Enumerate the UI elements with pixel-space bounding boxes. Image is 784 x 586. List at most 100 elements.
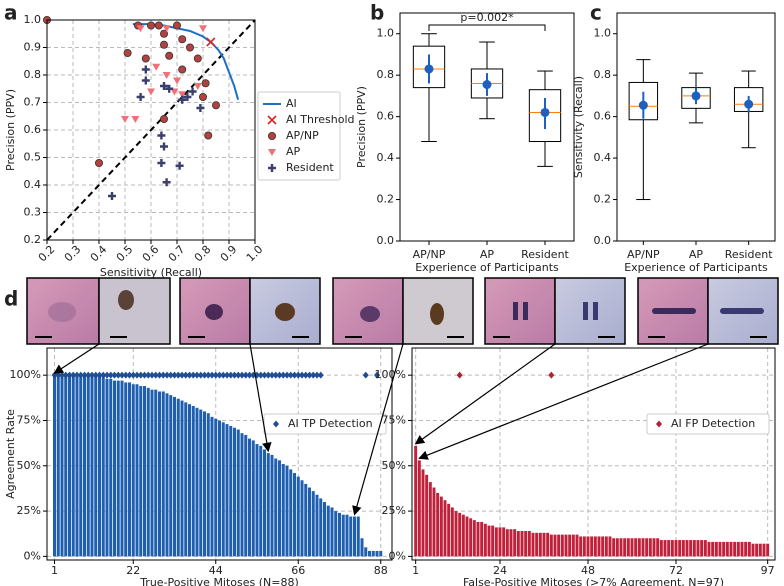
y-tick-label: 50% [17,459,41,472]
bar [571,534,575,557]
bar [375,550,379,557]
bar [221,422,225,557]
micrograph [484,277,556,345]
x-tick-label: 0.5 [114,243,136,265]
x-tick-label: 0.2 [36,243,58,265]
point [193,54,202,63]
annotation: p=0.002* [460,11,514,24]
point [302,371,309,379]
point [209,371,215,379]
bar [718,541,722,557]
point [160,371,167,379]
bar [725,541,729,557]
bar [432,487,436,557]
bar [417,460,421,557]
x-tick-label: Resident [725,248,773,261]
bar [601,536,605,557]
point [211,101,220,110]
bar [128,382,131,557]
x-tick-label: 0.3 [62,243,84,265]
x-tick-label: AP [480,248,495,261]
bar [353,516,356,557]
point [62,371,69,379]
point [204,131,213,140]
bar [101,375,105,557]
connector-arrow [53,343,100,374]
bar [652,538,656,557]
legend-swatch [268,164,276,172]
nucleus [275,303,295,321]
bar [360,538,364,557]
bar [674,540,678,557]
x-tick-label: 0.7 [166,243,188,265]
bar [527,531,531,557]
bar [630,538,634,557]
point [141,54,150,63]
plot-frame [46,347,393,561]
point [186,371,193,379]
point [85,371,92,379]
bar [90,375,94,557]
point [224,371,230,379]
y-tick-label: 0.0 [377,234,395,247]
chromosome [652,308,696,314]
bar [597,536,601,557]
point [314,371,320,379]
bar [326,505,330,557]
bar [469,518,473,557]
micrograph [98,277,171,345]
bar [184,402,188,557]
point [227,371,234,379]
point [92,371,99,379]
point [170,88,179,96]
bar [255,444,259,557]
point [178,35,187,44]
micrograph-pair [637,277,779,345]
x-axis-label: Experience of Participants [415,261,559,274]
micrograph-row [26,277,779,345]
panel-label: c [590,1,602,25]
y-tick-label: 0.2 [594,193,612,206]
bar [296,476,300,557]
bar [502,527,506,557]
bar [236,429,240,557]
bar [120,380,124,557]
bar [304,483,308,557]
x-tick-label: 44 [209,564,223,577]
point [206,37,216,47]
bar [560,534,564,557]
bar [538,532,542,557]
bar [150,389,154,557]
x-tick-label: 1 [412,564,419,577]
bar [546,532,550,557]
point [157,159,166,167]
y-tick-label: 0.6 [377,110,395,123]
bar [131,384,135,557]
bar [124,382,128,557]
bar [173,396,176,557]
point [171,371,178,379]
bar [356,516,360,557]
bar [722,541,726,557]
bar [491,525,495,557]
bar [465,516,469,557]
bar [703,540,707,557]
micrograph-pair [484,277,626,345]
bar [714,541,718,557]
point [212,371,219,379]
plot-frame [616,12,776,242]
chromosome [720,308,764,314]
point [317,371,324,379]
bar [454,511,458,557]
bar [379,550,383,557]
panel-box: 0.0 0.2 0.4 0.6 0.8 1.0 AP/NP AP Resident p=0.002… [355,1,575,274]
bar [146,387,150,557]
bar [345,514,349,557]
point [123,49,132,58]
bar [334,511,338,557]
bar [218,420,221,557]
bar [68,375,71,557]
micrograph-pair [179,277,321,345]
bar [233,427,236,557]
x-tick-label: 72 [669,564,683,577]
